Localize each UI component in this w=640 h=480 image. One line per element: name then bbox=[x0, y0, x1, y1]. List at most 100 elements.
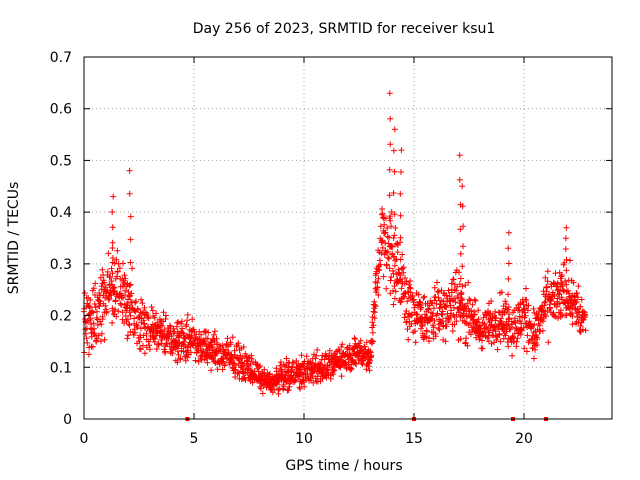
data-point bbox=[153, 346, 160, 352]
data-point bbox=[558, 272, 565, 278]
data-point bbox=[513, 338, 520, 345]
data-point bbox=[369, 329, 376, 336]
data-point bbox=[138, 296, 145, 303]
data-point bbox=[180, 348, 187, 355]
data-point bbox=[506, 315, 513, 322]
data-point bbox=[385, 254, 391, 261]
data-point bbox=[492, 317, 499, 324]
data-point bbox=[407, 278, 414, 284]
data-point bbox=[131, 315, 138, 322]
data-point bbox=[187, 349, 194, 356]
data-point bbox=[266, 371, 273, 377]
data-point bbox=[123, 283, 130, 290]
data-point bbox=[109, 319, 116, 326]
data-point bbox=[174, 348, 181, 355]
data-point bbox=[412, 328, 418, 335]
data-point bbox=[391, 211, 398, 218]
data-point bbox=[523, 285, 529, 292]
data-point bbox=[494, 346, 501, 353]
data-point bbox=[573, 290, 580, 297]
data-point bbox=[524, 307, 531, 314]
data-point bbox=[127, 281, 134, 288]
data-point bbox=[471, 311, 478, 318]
data-point bbox=[380, 214, 387, 221]
data-point bbox=[526, 318, 533, 325]
data-point bbox=[397, 190, 404, 197]
data-point bbox=[146, 346, 153, 353]
data-point bbox=[390, 147, 397, 154]
data-point bbox=[406, 284, 413, 291]
data-point bbox=[337, 364, 344, 371]
data-point bbox=[119, 316, 126, 323]
data-point bbox=[459, 203, 466, 210]
data-point bbox=[266, 371, 272, 378]
data-point bbox=[398, 169, 404, 175]
data-point bbox=[113, 313, 120, 320]
data-point bbox=[575, 283, 582, 290]
data-point bbox=[184, 354, 191, 361]
data-point bbox=[523, 297, 530, 303]
data-point bbox=[112, 298, 119, 305]
data-point bbox=[107, 274, 114, 281]
data-point bbox=[533, 342, 540, 348]
data-point bbox=[118, 302, 125, 308]
data-point bbox=[505, 316, 512, 323]
data-point bbox=[375, 292, 382, 298]
data-point bbox=[102, 302, 109, 309]
data-point bbox=[451, 295, 457, 302]
data-point bbox=[505, 321, 512, 328]
data-point bbox=[229, 334, 236, 341]
data-point bbox=[398, 298, 405, 305]
data-point bbox=[475, 316, 482, 323]
data-point bbox=[141, 304, 148, 311]
data-point bbox=[144, 314, 151, 321]
data-point bbox=[502, 298, 509, 305]
data-point bbox=[204, 359, 211, 366]
data-point bbox=[542, 298, 549, 305]
data-point bbox=[463, 335, 470, 342]
data-point bbox=[384, 225, 391, 231]
data-point bbox=[457, 300, 464, 307]
data-point bbox=[113, 256, 120, 263]
data-point bbox=[108, 265, 115, 272]
data-point bbox=[398, 285, 405, 292]
data-point bbox=[542, 274, 549, 281]
x-tick-label: 15 bbox=[405, 431, 423, 447]
data-point bbox=[88, 321, 95, 328]
data-point bbox=[425, 306, 432, 313]
data-point bbox=[224, 335, 231, 342]
data-point bbox=[456, 176, 463, 183]
data-point bbox=[509, 334, 516, 341]
data-point bbox=[378, 237, 385, 244]
data-point bbox=[459, 303, 466, 310]
data-point bbox=[115, 308, 122, 315]
data-point bbox=[116, 265, 123, 272]
data-point bbox=[383, 285, 390, 292]
data-point bbox=[406, 281, 412, 288]
data-point bbox=[386, 192, 393, 199]
data-points bbox=[80, 90, 589, 421]
data-point bbox=[562, 278, 569, 285]
data-point bbox=[310, 379, 317, 386]
data-point bbox=[269, 389, 276, 396]
data-point bbox=[163, 341, 170, 348]
data-point bbox=[397, 234, 404, 241]
data-point bbox=[151, 314, 158, 321]
data-point bbox=[370, 308, 377, 315]
data-point bbox=[189, 316, 196, 323]
data-point bbox=[184, 311, 191, 318]
data-point bbox=[126, 167, 133, 174]
data-point bbox=[101, 336, 108, 343]
data-point bbox=[562, 246, 569, 252]
data-point bbox=[363, 339, 370, 346]
data-point bbox=[582, 327, 589, 334]
x-tick-label: 20 bbox=[515, 431, 533, 447]
data-point bbox=[517, 331, 524, 338]
data-point bbox=[109, 245, 116, 251]
data-point bbox=[557, 307, 564, 314]
data-point bbox=[240, 344, 247, 350]
data-point bbox=[89, 343, 96, 350]
data-point bbox=[94, 322, 101, 328]
data-point bbox=[182, 353, 188, 360]
data-point bbox=[152, 336, 158, 342]
